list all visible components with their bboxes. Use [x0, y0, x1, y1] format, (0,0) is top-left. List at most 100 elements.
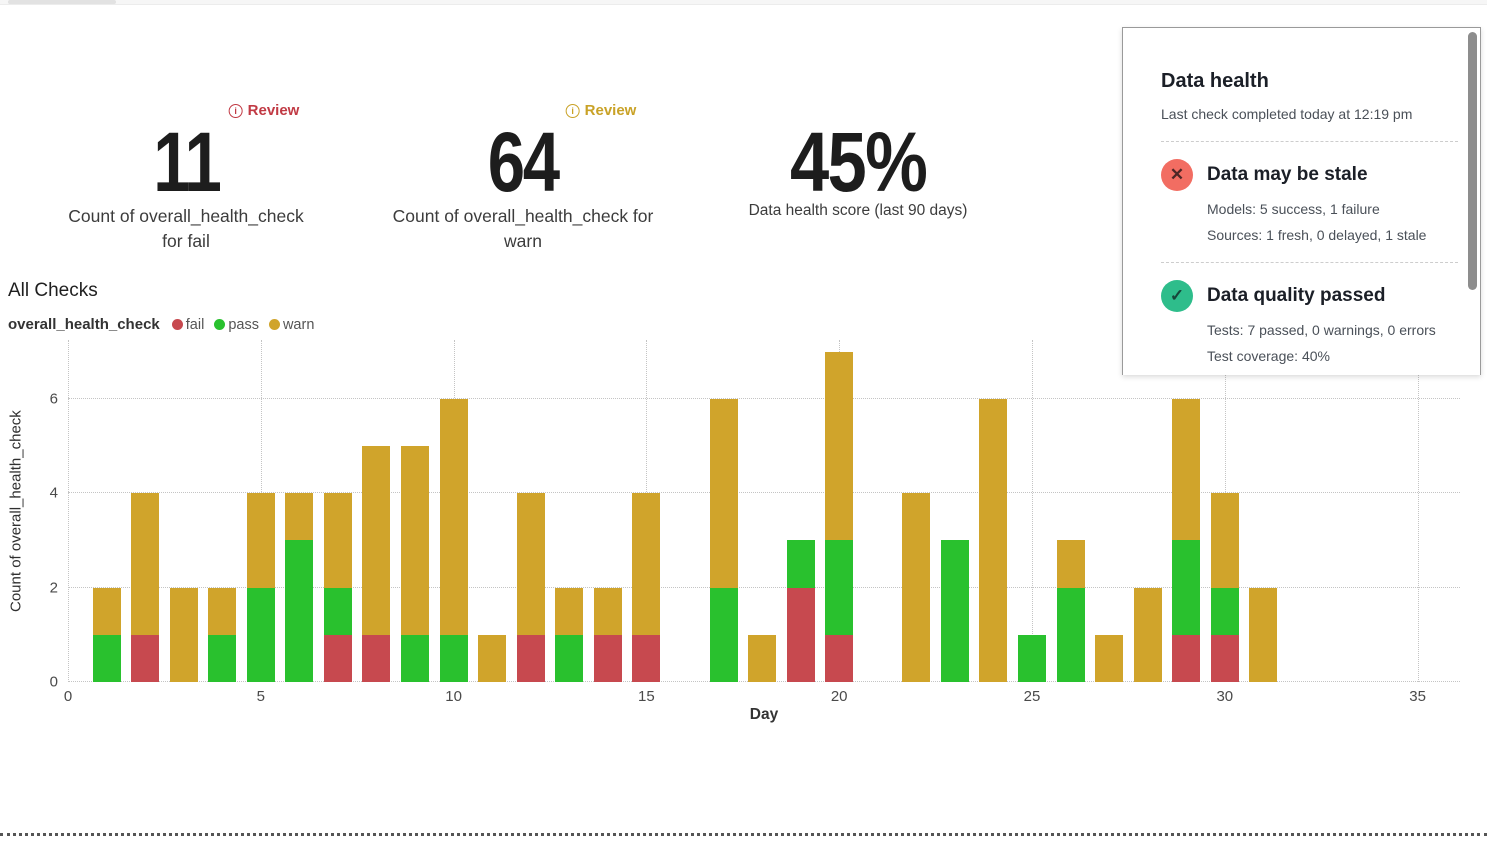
bar-segment-fail[interactable]: [825, 634, 854, 682]
panel-scrollbar-thumb[interactable]: [1468, 32, 1477, 290]
metric-warn-count: Review 64 Count of overall_health_check …: [373, 100, 673, 254]
y-tick-label: 0: [49, 673, 58, 691]
bar-segment-pass[interactable]: [1210, 587, 1239, 635]
health-item-quality: ✓ Data quality passed Tests: 7 passed, 0…: [1161, 279, 1458, 370]
x-tick-label: 25: [1023, 688, 1041, 705]
bar-segment-warn[interactable]: [131, 493, 160, 635]
metric-caption: Data health score (last 90 days): [748, 202, 968, 219]
bar-segment-warn[interactable]: [1056, 540, 1085, 588]
bar-segment-pass[interactable]: [208, 634, 237, 682]
legend-label: warn: [282, 316, 315, 333]
bar-segment-pass[interactable]: [439, 634, 468, 682]
health-item-title: Data may be stale: [1207, 164, 1368, 185]
legend-dot: [171, 319, 183, 330]
bar-segment-fail[interactable]: [632, 634, 661, 682]
health-item-detail: Sources: 1 fresh, 0 delayed, 1 stale: [1207, 226, 1427, 243]
gridline: [1417, 340, 1419, 682]
bar-segment-warn[interactable]: [1133, 587, 1162, 682]
x-tick-label: 30: [1216, 688, 1234, 705]
x-tick-label: 35: [1409, 688, 1426, 705]
bar-segment-warn[interactable]: [401, 446, 430, 635]
divider: [1161, 261, 1458, 263]
health-item-stale: ✕ Data may be stale Models: 5 success, 1…: [1161, 159, 1458, 249]
bar-segment-fail[interactable]: [786, 587, 815, 682]
gridline: [68, 586, 1460, 588]
metric-value: 45%: [789, 115, 928, 209]
info-icon: [565, 103, 580, 118]
metric-health-score: 45% Data health score (last 90 days): [708, 100, 1008, 222]
horizontal-scrollbar-track: [0, 0, 1487, 5]
review-badge-label: Review: [584, 102, 637, 119]
bar-segment-warn[interactable]: [1210, 493, 1239, 588]
bar-segment-warn[interactable]: [439, 398, 468, 635]
bar-segment-warn[interactable]: [593, 587, 622, 635]
bar-segment-warn[interactable]: [478, 634, 507, 682]
gridline: [1031, 340, 1033, 682]
bar-segment-warn[interactable]: [748, 634, 777, 682]
bar-segment-pass[interactable]: [92, 634, 121, 682]
legend-item-fail[interactable]: fail: [171, 317, 204, 333]
bar-segment-warn[interactable]: [1249, 587, 1278, 682]
panel-subtitle: Last check completed today at 12:19 pm: [1161, 106, 1413, 122]
legend-item-pass[interactable]: pass: [214, 317, 259, 333]
bar-segment-fail[interactable]: [1210, 634, 1239, 682]
metric-caption: Count of overall_health_check for fail: [68, 206, 304, 251]
bar-segment-fail[interactable]: [362, 634, 391, 682]
health-item-detail: Models: 5 success, 1 failure: [1207, 201, 1380, 217]
bar-segment-warn[interactable]: [632, 493, 661, 635]
legend-dot: [214, 319, 226, 330]
bar-segment-warn[interactable]: [979, 398, 1008, 682]
bar-segment-pass[interactable]: [401, 634, 430, 682]
bar-segment-warn[interactable]: [1095, 634, 1124, 682]
bar-segment-pass[interactable]: [940, 540, 969, 682]
x-axis-title: Day: [749, 706, 779, 723]
bar-segment-pass[interactable]: [555, 634, 584, 682]
bar-segment-warn[interactable]: [246, 493, 275, 588]
divider: [1161, 141, 1458, 142]
health-item-title: Data quality passed: [1207, 284, 1386, 306]
section-title: All Checks: [8, 280, 98, 301]
gridline: [68, 340, 69, 682]
legend-dot: [268, 319, 280, 330]
bar-segment-pass[interactable]: [323, 587, 352, 635]
y-tick-label: 4: [49, 484, 58, 502]
bar-segment-warn[interactable]: [555, 587, 584, 635]
bar-segment-fail[interactable]: [131, 634, 160, 682]
bar-segment-warn[interactable]: [1172, 398, 1201, 541]
bar-segment-warn[interactable]: [825, 351, 854, 541]
review-badge-warn[interactable]: Review: [565, 102, 637, 119]
bar-segment-pass[interactable]: [709, 587, 738, 682]
bar-segment-warn[interactable]: [362, 446, 391, 635]
info-icon: [228, 103, 243, 118]
review-badge-label: Review: [247, 102, 300, 119]
bar-segment-pass[interactable]: [1056, 587, 1085, 682]
bar-segment-warn[interactable]: [902, 493, 931, 682]
bar-segment-pass[interactable]: [246, 587, 275, 682]
bar-segment-pass[interactable]: [786, 540, 815, 588]
review-badge-fail[interactable]: Review: [228, 102, 300, 119]
bar-segment-warn[interactable]: [516, 493, 545, 635]
bar-segment-warn[interactable]: [323, 493, 352, 588]
bar-segment-warn[interactable]: [92, 587, 121, 635]
metric-fail-count: Review 11 Count of overall_health_check …: [36, 100, 336, 254]
bar-segment-pass[interactable]: [1017, 634, 1046, 682]
x-tick-label: 15: [638, 688, 655, 705]
bar-segment-fail[interactable]: [593, 634, 622, 682]
gridline: [68, 492, 1460, 494]
horizontal-scrollbar-thumb[interactable]: [8, 0, 116, 4]
bar-segment-fail[interactable]: [516, 634, 545, 682]
bar-segment-warn[interactable]: [208, 587, 237, 635]
bar-segment-warn[interactable]: [169, 587, 198, 682]
bar-segment-fail[interactable]: [1172, 634, 1201, 682]
bar-segment-warn[interactable]: [709, 398, 738, 588]
bar-segment-pass[interactable]: [1172, 540, 1201, 635]
y-axis-title: Count of overall_health_check: [7, 410, 25, 612]
x-circle-icon: ✕: [1161, 159, 1193, 191]
chart-legend: overall_health_check fail pass warn: [8, 316, 324, 333]
metric-value: 64: [488, 115, 560, 209]
legend-item-warn[interactable]: warn: [268, 316, 315, 333]
bar-segment-warn[interactable]: [285, 493, 314, 541]
bar-segment-pass[interactable]: [825, 540, 854, 635]
bar-segment-fail[interactable]: [323, 634, 352, 682]
bar-segment-pass[interactable]: [285, 540, 314, 682]
